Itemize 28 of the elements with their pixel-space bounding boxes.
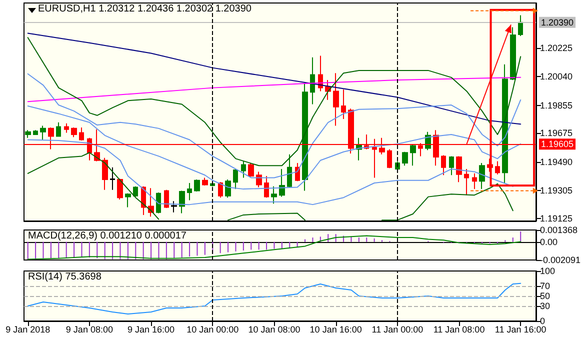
y-tick-label: 1.19490 — [540, 156, 573, 167]
y-tick-label: 1.19855 — [540, 100, 573, 110]
x-tick-label: 10 Jan 16:00 — [310, 324, 362, 334]
x-tick-label: 9 Jan 2018 — [6, 324, 50, 334]
x-tick-label: 11 Jan 08:00 — [433, 324, 485, 334]
x-tick-label: 10 Jan 08:00 — [248, 324, 300, 334]
y-tick-label: 1.20040 — [540, 72, 573, 82]
y-tick-label: 1.19305 — [540, 186, 573, 196]
y-tick-label: 50 — [540, 291, 550, 301]
chart-title: EURUSD,H1 1.20312 1.20436 1.20302 1.20390 — [38, 4, 252, 14]
y-tick-label: 0.00 — [540, 236, 558, 247]
x-tick-label: 11 Jan 00:00 — [372, 324, 424, 334]
y-tick-label: 30 — [540, 301, 550, 311]
chart-title: MACD(12,26,9) 0.001210 0.000017 — [28, 230, 187, 242]
x-tick-label: 11 Jan 16:00 — [494, 324, 546, 334]
x-tick-label: 9 Jan 16:00 — [128, 324, 175, 334]
y-tick-label: 70 — [540, 281, 550, 291]
ref-line-label: 1.19605 — [541, 139, 574, 150]
y-tick-label: 1.19675 — [540, 128, 573, 138]
y-tick-label: -0.002091 — [540, 255, 581, 265]
y-tick-label: 0.001368 — [540, 225, 578, 235]
y-tick-label: 1.20225 — [540, 42, 573, 53]
x-tick-label: 9 Jan 08:00 — [66, 324, 113, 334]
y-tick-label: 1.19125 — [540, 214, 573, 224]
ref-line-label: 1.20390 — [541, 17, 574, 28]
x-tick-label: 10 Jan 00:00 — [186, 324, 239, 334]
chart-title: RSI(14) 75.3698 — [28, 272, 102, 282]
y-tick-label: 100 — [540, 266, 556, 276]
